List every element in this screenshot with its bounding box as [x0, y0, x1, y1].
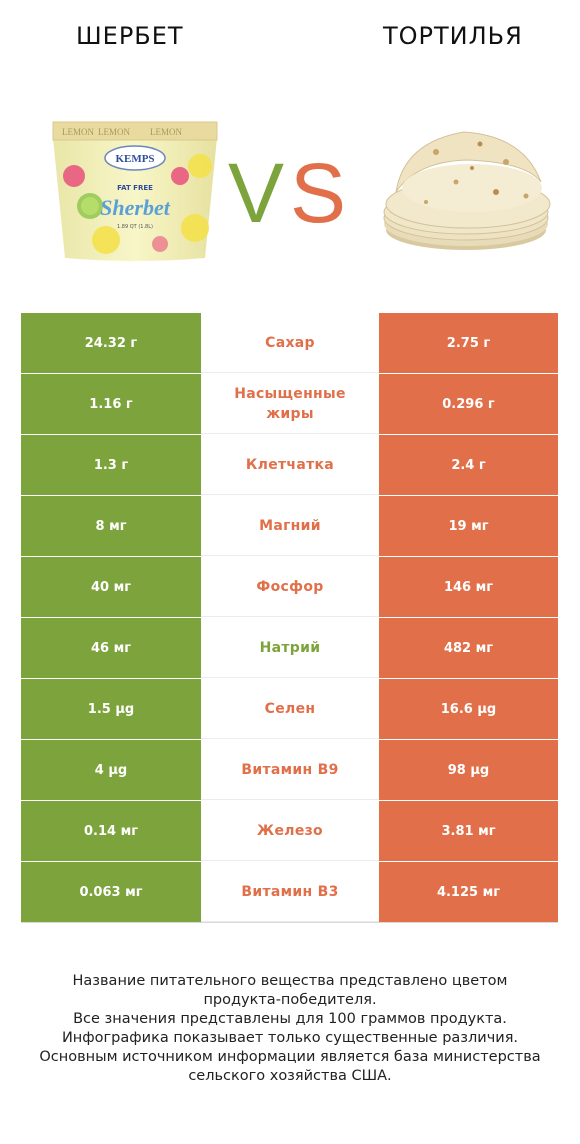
nutrient-name-cell: Натрий — [201, 618, 379, 678]
nutrient-name-cell: Железо — [201, 801, 379, 861]
left-value-cell: 0.14 мг — [21, 801, 201, 861]
nutrient-name-cell: Сахар — [201, 313, 379, 373]
left-value-cell: 4 µg — [21, 740, 201, 800]
sherbet-image: LEMON LEMON LEMON KEMPS FAT FREE Sherbet… — [52, 121, 218, 261]
right-value-cell: 16.6 µg — [379, 679, 558, 739]
left-value-cell: 8 мг — [21, 496, 201, 556]
left-value-cell: 40 мг — [21, 557, 201, 617]
right-value-cell: 98 µg — [379, 740, 558, 800]
table-row: 1.5 µg Селен 16.6 µg — [21, 678, 558, 739]
nutrient-name-cell: Клетчатка — [201, 435, 379, 495]
nutrient-name-cell: Селен — [201, 679, 379, 739]
left-value-cell: 1.3 г — [21, 435, 201, 495]
vs-letter-v: V — [228, 146, 284, 228]
table-row: 46 мг Натрий 482 мг — [21, 617, 558, 678]
left-value-cell: 0.063 мг — [21, 862, 201, 922]
right-value-cell: 2.4 г — [379, 435, 558, 495]
footer-line-6: сельского хозяйства США. — [188, 1068, 392, 1084]
nutrient-name-cell: Насыщенные жиры — [201, 374, 379, 434]
footer-line-4: Инфографика показывает только существенн… — [61, 1030, 519, 1046]
left-value-cell: 1.5 µg — [21, 679, 201, 739]
footer-line-5: Основным источником информации является … — [39, 1049, 541, 1065]
left-product-title: ШЕРБЕТ — [76, 22, 184, 50]
table-row: 8 мг Магний 19 мг — [21, 495, 558, 556]
table-row: 0.063 мг Витамин B3 4.125 мг — [21, 861, 558, 922]
right-product-title: ТОРТИЛЬЯ — [383, 22, 523, 50]
nutrient-name-cell: Фосфор — [201, 557, 379, 617]
table-row: 40 мг Фосфор 146 мг — [21, 556, 558, 617]
fat-free-text: FAT FREE — [117, 184, 153, 192]
vs-letter-s: S — [290, 146, 346, 228]
nutrient-name-cell: Витамин B9 — [201, 740, 379, 800]
tortilla-image — [383, 131, 551, 250]
left-value-cell: 46 мг — [21, 618, 201, 678]
table-row: 0.14 мг Железо 3.81 мг — [21, 800, 558, 861]
nutrient-name-cell: Витамин B3 — [201, 862, 379, 922]
right-value-cell: 146 мг — [379, 557, 558, 617]
right-value-cell: 3.81 мг — [379, 801, 558, 861]
table-row: 1.16 г Насыщенные жиры 0.296 г — [21, 373, 558, 434]
right-value-cell: 4.125 мг — [379, 862, 558, 922]
strip-label-1: LEMON — [62, 127, 94, 137]
vs-graphic: V S — [228, 146, 346, 228]
brand-logo-text: KEMPS — [115, 153, 154, 165]
right-value-cell: 2.75 г — [379, 313, 558, 373]
left-value-cell: 24.32 г — [21, 313, 201, 373]
table-row: 1.3 г Клетчатка 2.4 г — [21, 434, 558, 495]
right-value-cell: 19 мг — [379, 496, 558, 556]
right-value-cell: 0.296 г — [379, 374, 558, 434]
nutrient-name-cell: Магний — [201, 496, 379, 556]
size-text: 1.89 QT (1.8L) — [117, 224, 153, 230]
footer-note: Название питательного вещества представл… — [20, 972, 560, 1086]
strip-label-3: LEMON — [150, 127, 182, 137]
table-row: 24.32 г Сахар 2.75 г — [21, 313, 558, 373]
comparison-table: 24.32 г Сахар 2.75 г 1.16 г Насыщенные жиры 0… — [21, 313, 558, 923]
right-value-cell: 482 мг — [379, 618, 558, 678]
footer-line-3: Все значения представлены для 100 граммо… — [73, 1011, 507, 1027]
sherbet-script-text: Sherbet — [100, 195, 171, 220]
table-row: 4 µg Витамин B9 98 µg — [21, 739, 558, 800]
footer-line-1: Название питательного вещества представл… — [72, 973, 508, 989]
strip-label-2: LEMON — [98, 127, 130, 137]
footer-line-2: продукта-победителя. — [203, 992, 377, 1008]
left-value-cell: 1.16 г — [21, 374, 201, 434]
